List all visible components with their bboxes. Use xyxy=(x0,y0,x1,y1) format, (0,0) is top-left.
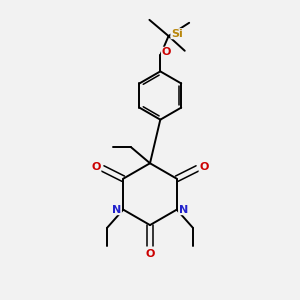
Text: O: O xyxy=(92,162,101,172)
Text: O: O xyxy=(199,162,208,172)
Text: N: N xyxy=(178,205,188,214)
Text: O: O xyxy=(145,249,155,259)
Text: Si: Si xyxy=(171,29,183,39)
Text: N: N xyxy=(112,205,122,214)
Text: O: O xyxy=(161,47,171,57)
